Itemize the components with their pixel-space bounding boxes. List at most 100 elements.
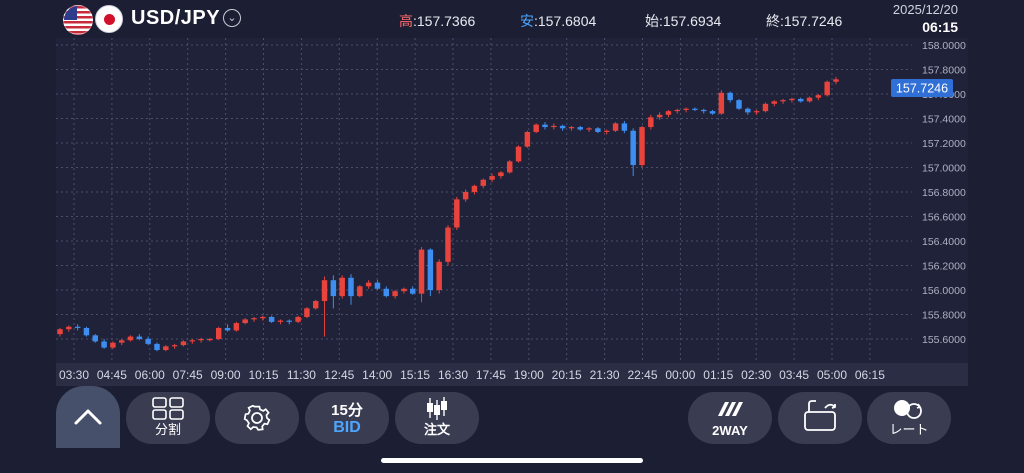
candle-body bbox=[674, 109, 681, 112]
candle-body bbox=[789, 98, 795, 101]
candle-body bbox=[154, 343, 160, 351]
time-tick-label: 20:15 bbox=[552, 368, 582, 382]
candle-body bbox=[92, 335, 99, 342]
chart-header: USD/JPY ⌄ 高:157.7366 安:157.6804 始:157.69… bbox=[0, 0, 1024, 38]
candle-body bbox=[330, 280, 337, 297]
candle-body bbox=[462, 192, 469, 200]
candle-body bbox=[321, 280, 328, 302]
current-price-label: 157.7246 bbox=[896, 82, 948, 96]
time-tick-label: 22:45 bbox=[627, 368, 657, 382]
close-value: :157.7246 bbox=[780, 13, 843, 29]
candle-body bbox=[365, 282, 372, 287]
interval-bid-button[interactable]: 15分 BID bbox=[305, 392, 389, 444]
current-price-badge bbox=[891, 79, 953, 97]
time-tick-label: 03:45 bbox=[779, 368, 809, 382]
time-tick-label: 06:00 bbox=[135, 368, 165, 382]
candle-body bbox=[101, 341, 107, 348]
candle-body bbox=[727, 92, 733, 101]
price-tick-label: 157.0000 bbox=[922, 163, 966, 175]
candle-body bbox=[709, 111, 716, 114]
candle-body bbox=[57, 329, 63, 335]
candle-body bbox=[815, 95, 822, 98]
order-label: 注文 bbox=[423, 422, 450, 437]
low-label: 安 bbox=[520, 13, 534, 29]
candle-body bbox=[603, 130, 610, 132]
candle-body bbox=[700, 109, 707, 112]
time-tick-label: 11:30 bbox=[287, 368, 316, 382]
candle-body bbox=[145, 339, 151, 344]
home-indicator[interactable] bbox=[381, 458, 643, 463]
candle-body bbox=[215, 327, 222, 339]
close-label: 終 bbox=[766, 13, 780, 29]
candle-body bbox=[489, 176, 495, 180]
collapse-up-button[interactable] bbox=[56, 386, 120, 448]
candle-body bbox=[268, 316, 275, 322]
settings-button[interactable] bbox=[215, 392, 299, 444]
candle-body bbox=[260, 316, 266, 319]
time-tick-label: 07:45 bbox=[173, 368, 203, 382]
candle-body bbox=[357, 286, 363, 297]
candle-body bbox=[427, 249, 434, 290]
candlestick-icon bbox=[427, 397, 447, 420]
price-tick-label: 156.6000 bbox=[922, 212, 966, 224]
candle-body bbox=[383, 288, 390, 297]
price-tick-label: 156.4000 bbox=[922, 236, 966, 248]
time-axis-labels: 03:30 04:45 06:00 07:45 09:00 10:15 11:30 12:45… bbox=[59, 368, 885, 382]
candle-body bbox=[515, 146, 522, 162]
time-tick-label: 02:30 bbox=[741, 368, 771, 382]
price-tick-label: 158.0000 bbox=[922, 40, 966, 52]
candle-body bbox=[436, 261, 442, 290]
candle-body bbox=[736, 100, 742, 109]
time-tick-label: 12:45 bbox=[324, 368, 354, 382]
candle-body bbox=[118, 340, 125, 343]
candle-body bbox=[762, 103, 769, 112]
time-tick-label: 01:15 bbox=[703, 368, 733, 382]
candle-body bbox=[506, 161, 513, 173]
candle-body bbox=[66, 326, 72, 330]
candle-body bbox=[797, 98, 804, 102]
candle-body bbox=[524, 131, 531, 147]
candle-body bbox=[304, 308, 310, 317]
candlestick-chart[interactable]: 158.0000157.8000157.6000157.4000157.2000… bbox=[56, 38, 968, 384]
rotate-screen-button[interactable] bbox=[778, 392, 862, 444]
candle-body bbox=[771, 101, 778, 104]
high-value: :157.7366 bbox=[413, 13, 476, 29]
chevron-down-icon[interactable]: ⌄ bbox=[223, 9, 241, 27]
price-axis: 158.0000157.8000157.6000157.4000157.2000… bbox=[922, 40, 966, 346]
chart-grid bbox=[56, 38, 912, 363]
candle-body bbox=[374, 282, 381, 289]
candle-body bbox=[542, 124, 548, 128]
close-price: 終:157.7246 bbox=[766, 11, 842, 31]
candle-body bbox=[127, 336, 134, 341]
candle-body bbox=[577, 127, 584, 130]
price-tick-label: 155.8000 bbox=[922, 310, 966, 322]
candle-body bbox=[83, 327, 90, 336]
two-way-button[interactable]: 2WAY bbox=[688, 392, 772, 444]
candle-body bbox=[312, 301, 319, 309]
chart-canvas[interactable]: 158.0000157.8000157.6000157.4000157.2000… bbox=[56, 38, 968, 384]
time-tick-label: 00:00 bbox=[665, 368, 695, 382]
time-tick-label: 10:15 bbox=[248, 368, 278, 382]
candle-body bbox=[480, 179, 487, 186]
price-tick-label: 156.2000 bbox=[922, 261, 966, 273]
candle-body bbox=[251, 318, 257, 320]
candle-body bbox=[110, 342, 116, 348]
candle-body bbox=[745, 108, 751, 113]
time-tick-label: 04:45 bbox=[97, 368, 127, 382]
open-value: :157.6934 bbox=[659, 13, 722, 29]
candle-body bbox=[207, 339, 213, 341]
price-type-label: BID bbox=[333, 419, 361, 436]
time-tick-label: 06:15 bbox=[855, 368, 885, 382]
rate-button[interactable]: レート bbox=[867, 392, 951, 444]
time-tick-label: 03:30 bbox=[59, 368, 89, 382]
candle-body bbox=[409, 288, 416, 294]
currency-pair-title[interactable]: USD/JPY bbox=[131, 7, 221, 29]
time-tick-label: 21:30 bbox=[590, 368, 620, 382]
split-view-button[interactable]: 分割 bbox=[126, 392, 210, 444]
us-flag-icon bbox=[63, 5, 93, 35]
candle-body bbox=[692, 108, 698, 110]
order-button[interactable]: 注文 bbox=[395, 392, 479, 444]
two-way-label: 2WAY bbox=[712, 423, 748, 438]
candle-body bbox=[551, 125, 557, 128]
candle-body bbox=[392, 291, 398, 297]
